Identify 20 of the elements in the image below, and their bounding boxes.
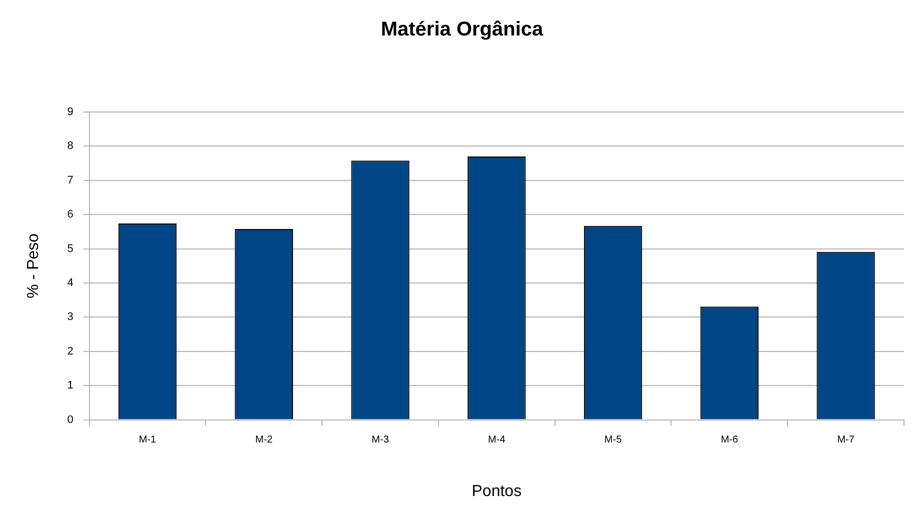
- y-tick-label: 3: [67, 311, 74, 324]
- y-tick-label: 4: [67, 277, 74, 290]
- y-tick-label: 8: [67, 140, 74, 152]
- y-tick-label: 2: [67, 345, 74, 358]
- chart-title: Matéria Orgânica: [380, 18, 544, 41]
- x-axis-title: Pontos: [472, 482, 522, 500]
- x-tick-label: M-4: [488, 434, 506, 446]
- y-tick-label: 0: [67, 414, 74, 426]
- x-tick-label: M-1: [138, 434, 157, 446]
- x-tick-label: M-7: [837, 434, 855, 446]
- x-tick-label: M-6: [720, 434, 738, 446]
- x-tick-label: M-5: [604, 434, 622, 446]
- y-tick-label: 9: [67, 106, 74, 118]
- y-tick-label: 5: [67, 242, 74, 255]
- y-tick-label: 1: [67, 380, 74, 392]
- y-axis-title: % - Peso: [25, 233, 42, 298]
- y-tick-label: 7: [67, 174, 74, 186]
- x-tick-label: M-2: [255, 434, 273, 446]
- x-tick-label: M-3: [372, 434, 390, 446]
- y-tick-label: 6: [67, 208, 74, 221]
